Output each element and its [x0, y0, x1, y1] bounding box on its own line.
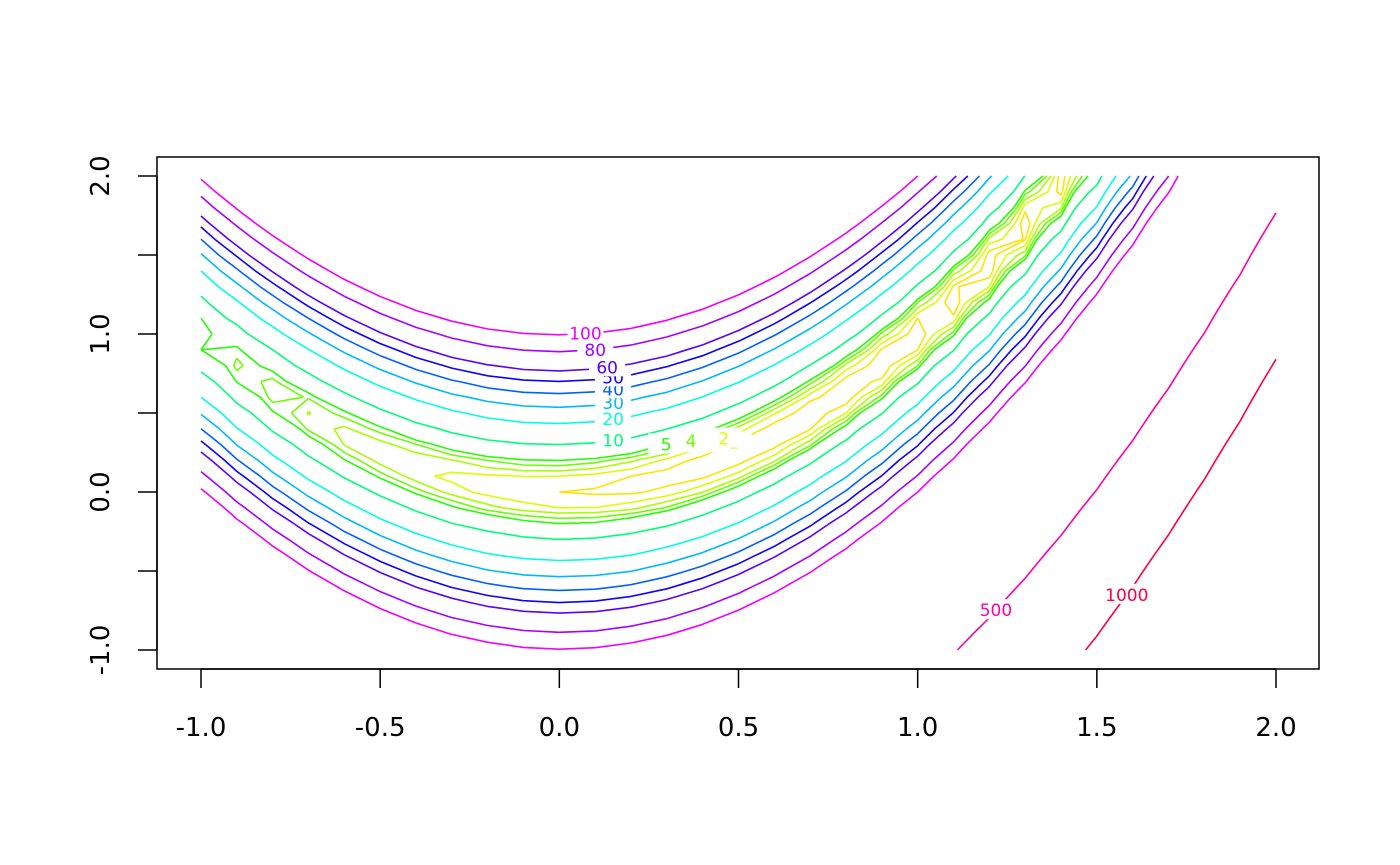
contour-level-3 [306, 175, 1078, 514]
contour-label-2: 2 [718, 430, 729, 450]
x-tick-label: -1.0 [176, 713, 227, 743]
contour-label-4: 4 [686, 432, 697, 452]
x-axis: -1.0 -0.5 0.0 0.5 1.0 1.5 2.0 [176, 668, 1297, 743]
x-tick-label: 0.0 [539, 713, 580, 743]
contour-label-30: 30 [602, 394, 624, 414]
contour-label-background [577, 338, 614, 359]
x-tick-label: 1.5 [1076, 713, 1117, 743]
contour-label-500: 500 [980, 601, 1012, 621]
contour-label-60: 60 [596, 358, 618, 378]
contour-level-60 [200, 175, 1155, 614]
contour-level-100 [200, 175, 1179, 650]
contour-label-background [595, 429, 632, 450]
contour-label-100: 100 [569, 325, 601, 345]
contour-level-500 [956, 212, 1277, 651]
x-tick-label: -0.5 [355, 713, 406, 743]
contour-lines [200, 175, 1277, 651]
y-tick-label: 2.0 [86, 155, 116, 196]
contour-label-20: 20 [602, 410, 624, 430]
contour-level-10 [200, 175, 1103, 541]
y-tick-label: 0.0 [86, 471, 116, 512]
contour-level-20 [200, 175, 1117, 562]
contour-label-10: 10 [602, 431, 624, 451]
contour-label-1000: 1000 [1105, 586, 1148, 606]
contour-label-background [977, 599, 1014, 620]
contour-label-background [1108, 583, 1145, 604]
contour-label-background [589, 356, 626, 377]
contour-level-1000 [1084, 358, 1277, 651]
x-tick-label: 0.5 [718, 713, 759, 743]
contour-labels: 12345102030405060801005001000 [567, 322, 1148, 621]
y-axis: -1.0 0.0 1.0 2.0 [86, 155, 158, 676]
contour-label-background [567, 322, 604, 343]
y-tick-label: -1.0 [86, 625, 116, 676]
contour-level-5 [200, 175, 1089, 525]
x-tick-label: 2.0 [1255, 713, 1296, 743]
contour-label-background [648, 433, 685, 454]
contour-level-50 [200, 175, 1147, 604]
contour-label-5: 5 [661, 435, 672, 455]
contour-label-background [595, 408, 632, 429]
contour-label-80: 80 [584, 341, 606, 361]
contour-level-80 [200, 175, 1170, 634]
y-tick-label: 1.0 [86, 313, 116, 354]
contour-level-30 [200, 175, 1131, 578]
contour-level-40 [200, 175, 1140, 592]
x-tick-label: 1.0 [897, 713, 938, 743]
